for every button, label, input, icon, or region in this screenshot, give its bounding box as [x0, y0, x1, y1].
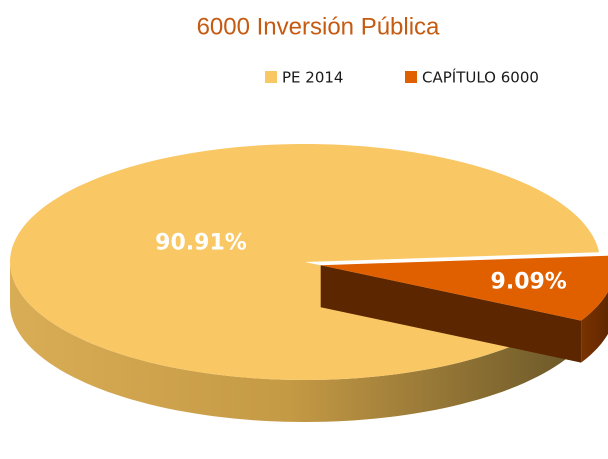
legend-swatch — [265, 71, 277, 83]
data-label: 9.09% — [491, 269, 567, 294]
legend-label: PE 2014 — [282, 69, 343, 87]
chart-title: 6000 Inversión Pública — [197, 13, 440, 40]
legend-label: CAPÍTULO 6000 — [422, 68, 539, 87]
slice-side — [10, 262, 566, 422]
pie-slice — [320, 255, 608, 321]
legend-swatch — [405, 71, 417, 83]
data-label: 90.91% — [155, 230, 247, 255]
slice-face — [320, 265, 582, 363]
slice-side — [581, 291, 608, 363]
